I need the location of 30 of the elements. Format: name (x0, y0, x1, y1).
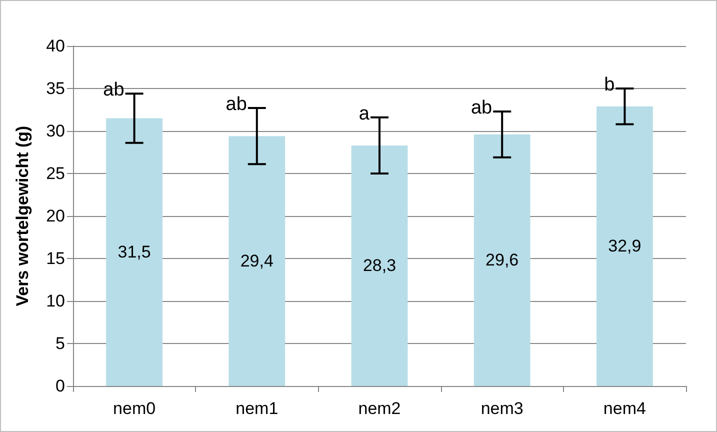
x-tick-label: nem3 (480, 399, 524, 418)
x-tick-label: nem1 (236, 399, 278, 418)
data-label: 32,9 (608, 236, 642, 256)
y-tick-label: 30 (46, 122, 65, 140)
y-tick-label: 40 (46, 36, 65, 56)
x-tick-label: nem4 (603, 399, 646, 418)
bar (474, 134, 530, 386)
bar (351, 145, 408, 386)
y-axis-title: Vers wortelgewicht (g) (13, 126, 32, 306)
x-tick-label: nem0 (113, 399, 156, 418)
y-tick-label: 20 (46, 206, 65, 226)
y-tick-label: 35 (46, 79, 65, 98)
y-tick-label: 25 (46, 164, 65, 183)
data-label: 29,6 (486, 250, 519, 270)
data-label: 31,5 (118, 242, 151, 262)
y-tick-label: 10 (46, 292, 65, 310)
y-tick-label: 0 (56, 376, 65, 396)
bar (596, 106, 653, 386)
y-tick-label: 15 (46, 249, 65, 268)
annotation: b (604, 74, 615, 96)
data-label: 28,3 (362, 256, 396, 276)
bar (228, 136, 286, 386)
data-label: 29,4 (240, 252, 274, 271)
bar (106, 118, 162, 386)
annotation: a (358, 103, 370, 124)
x-tick-label: nem2 (358, 399, 401, 418)
annotation: ab (103, 80, 124, 101)
y-tick-label: 5 (56, 334, 65, 353)
annotation: ab (226, 94, 247, 116)
annotation: ab (470, 97, 492, 118)
